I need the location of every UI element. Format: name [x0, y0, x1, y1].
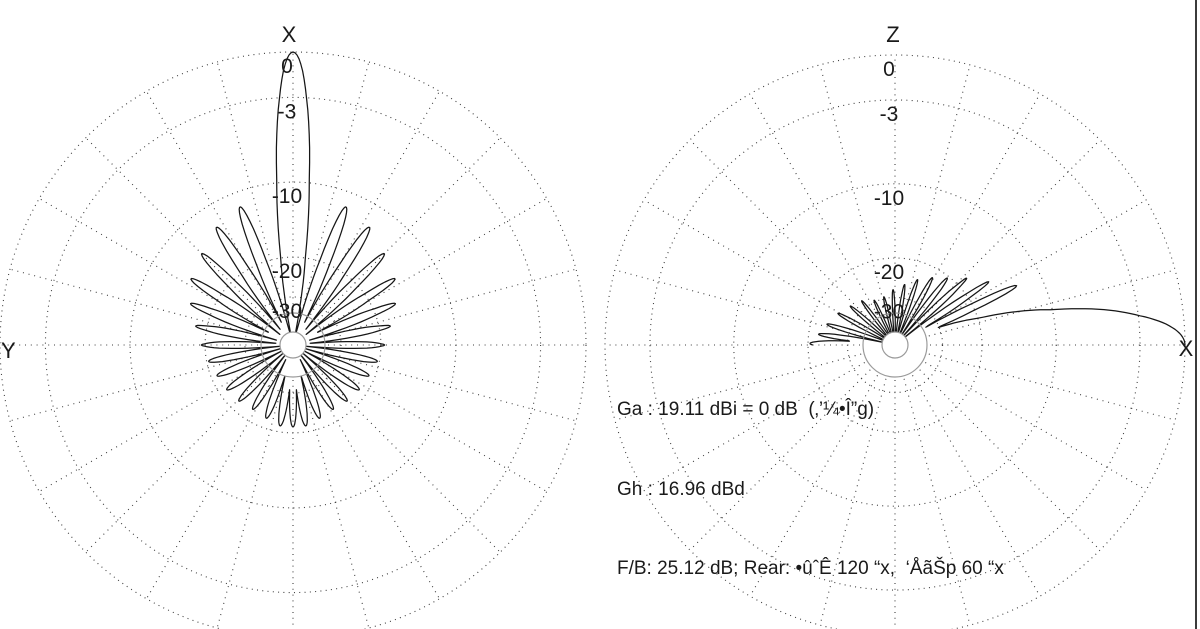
grid-spoke — [85, 369, 269, 553]
grid-spoke — [925, 199, 1147, 328]
ring--30db — [244, 296, 342, 394]
grid-spoke — [146, 90, 276, 315]
grid-spoke — [317, 137, 501, 321]
grid-spoke — [38, 198, 263, 328]
grid-spoke — [85, 137, 269, 321]
center-hole — [279, 331, 307, 359]
grid-spoke — [614, 269, 862, 337]
axis-label-z: Z — [886, 22, 899, 47]
inner-scale-circle — [862, 312, 928, 378]
ring-label--3db: -3 — [278, 100, 297, 123]
grid-spoke — [216, 61, 285, 312]
antenna-stats-block: Ga : 19.11 dBi = 0 dB (‚’¼•Î”g) Gh : 16.… — [617, 344, 1004, 629]
ring--10db — [733, 183, 1057, 507]
ring--3db — [649, 99, 1141, 591]
ring-label--30db: -30 — [272, 300, 302, 323]
grid-spoke — [323, 362, 548, 492]
axis-label-y: Y — [1, 338, 16, 363]
grid-spoke — [317, 369, 501, 553]
grid-spoke — [903, 64, 971, 312]
grid-spoke — [146, 375, 276, 600]
grid-spoke — [689, 139, 871, 321]
stat-gain-dbi: Ga : 19.11 dBi = 0 dB (‚’¼•Î”g) — [617, 399, 875, 420]
ring-label--20db: -20 — [272, 260, 302, 283]
ring-label-0db: 0 — [281, 55, 293, 78]
chart-elevation: 0 -3 -10 -20 -30 Z X — [604, 22, 1194, 629]
stat-gain-dbd: Gh : 16.96 dBd — [617, 478, 745, 500]
grid-spoke — [9, 353, 260, 422]
ring-label-0db: 0 — [883, 58, 895, 81]
grid-spoke — [310, 375, 440, 600]
inner-scale-circle — [260, 312, 326, 378]
grid-spoke — [326, 268, 577, 337]
ring-label--30db: -30 — [874, 300, 904, 323]
center-hole — [881, 331, 909, 359]
grid-spoke — [9, 268, 260, 337]
axis-label-x: X — [282, 22, 297, 47]
ring-0db — [0, 51, 587, 629]
axis-label-x: X — [1179, 336, 1194, 361]
grid-spoke — [310, 90, 440, 315]
grid-spoke — [749, 93, 878, 315]
pattern-curve-azimuth — [189, 51, 397, 428]
stat-front-back: F/B: 25.12 dB; Rear: •ûˆÊ 120 “x, ‘ÅãŠp … — [617, 558, 1004, 579]
grid-spoke — [323, 198, 548, 328]
ring--3db — [44, 96, 542, 594]
pattern-curve-elevation — [809, 276, 1186, 346]
ring-label--10db: -10 — [874, 187, 904, 210]
ring-label--3db: -3 — [880, 103, 899, 126]
ring-label--20db: -20 — [874, 261, 904, 284]
window-right-border — [1195, 0, 1197, 629]
grid-spoke — [301, 61, 370, 312]
ring--20db — [807, 257, 983, 433]
ring-label--10db: -10 — [272, 185, 302, 208]
grid-spoke — [643, 199, 865, 328]
grid-spoke — [301, 378, 370, 629]
chart-azimuth: 0 -3 -10 -20 -30 X Y — [0, 22, 587, 629]
grid-spoke — [38, 362, 263, 492]
grid-spoke — [216, 378, 285, 629]
grid-spoke — [326, 353, 577, 422]
